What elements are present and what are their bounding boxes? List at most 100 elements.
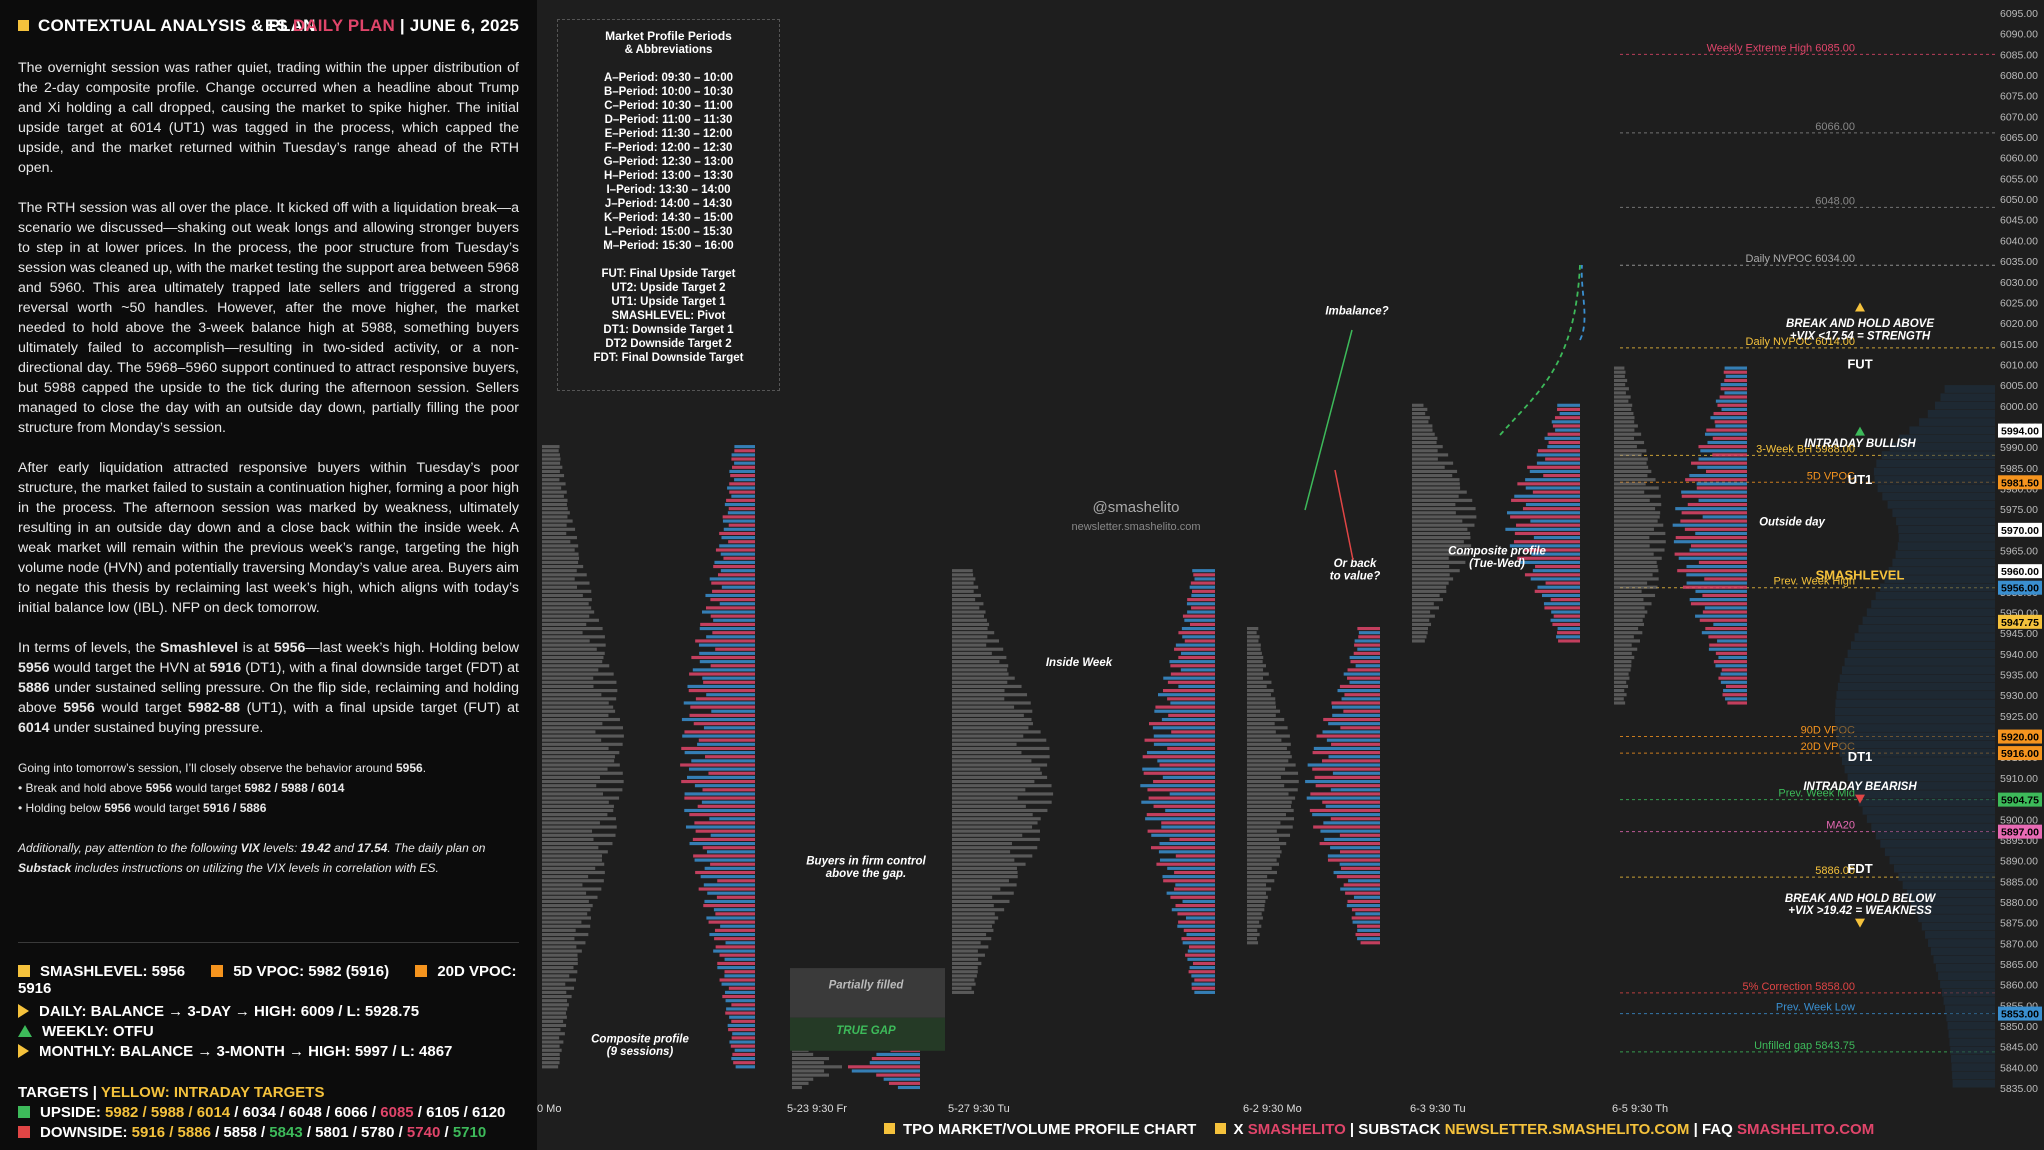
volume-row	[1715, 651, 1747, 655]
volume-row	[1355, 664, 1380, 668]
tpo-row	[1412, 523, 1475, 527]
paragraph-overnight: The overnight session was rather quiet, …	[18, 60, 519, 176]
volume-row	[1537, 449, 1580, 453]
tpo-row	[542, 564, 584, 569]
tpo-row	[1247, 680, 1272, 684]
volume-row	[1167, 746, 1215, 751]
y-tick-label: 5890.00	[2000, 856, 2038, 868]
volume-bar	[1862, 616, 1995, 625]
volume-row	[1323, 717, 1380, 722]
volume-row	[1141, 800, 1215, 804]
tpo-row	[1412, 602, 1434, 606]
tpo-row	[542, 482, 566, 486]
vpoc5d-stat: 5D VPOC: 5982 (5916)	[233, 963, 390, 980]
volume-row	[1720, 387, 1747, 391]
tpo-row	[542, 709, 616, 713]
y-tick-label: 6090.00	[2000, 29, 2038, 41]
tpo-row	[1412, 618, 1430, 622]
volume-row	[1702, 593, 1747, 598]
volume-row	[1712, 436, 1747, 440]
tpo-row	[1614, 631, 1643, 635]
tpo-row	[952, 606, 980, 610]
tpo-row	[952, 879, 1009, 883]
tpo-row	[542, 585, 578, 589]
tpo-row	[1614, 494, 1661, 498]
volume-bar	[1896, 517, 1995, 526]
tpo-row	[542, 705, 614, 709]
tpo-row	[542, 540, 571, 544]
volume-row	[1178, 655, 1215, 660]
volume-bar	[1950, 1046, 1995, 1055]
y-tick-label: 6065.00	[2000, 132, 2038, 144]
volume-row	[706, 916, 755, 920]
footer-substack-link[interactable]: NEWSLETTER.SMASHELITO.COM	[1444, 1121, 1690, 1138]
chart-annotation: Partially filled	[829, 980, 905, 992]
tpo-row	[952, 895, 993, 899]
tpo-row	[1247, 928, 1258, 932]
volume-row	[1527, 465, 1580, 469]
tpo-row	[952, 924, 993, 928]
text: Additionally, pay attention to the follo…	[18, 841, 241, 855]
tpo-row	[1247, 833, 1291, 837]
volume-row	[698, 887, 755, 891]
tpo-row	[952, 841, 1012, 846]
tpo-row	[542, 614, 590, 618]
volume-row	[1717, 403, 1747, 407]
tpo-row	[952, 655, 1007, 660]
tpo-row	[542, 589, 592, 593]
tpo-row	[542, 552, 579, 556]
tpo-row	[952, 821, 1038, 825]
volume-row	[698, 738, 755, 742]
volume-bar	[1839, 748, 1995, 757]
price-tags: 5994.00 5981.50 5970.00 5960.00 5956.00 5947.…	[1998, 423, 2042, 1021]
tpo-row	[542, 738, 602, 742]
tpo-row	[1247, 875, 1268, 879]
tpo-row	[952, 904, 994, 908]
volume-row	[851, 1069, 920, 1073]
volume-bar	[1899, 434, 1995, 443]
tpo-row	[952, 970, 978, 974]
tpo-row	[542, 908, 591, 912]
price-tag-text: 5981.50	[2001, 477, 2039, 489]
volume-row	[711, 709, 755, 713]
tpo-row	[952, 982, 976, 986]
volume-row	[1313, 746, 1380, 751]
tpo-row	[542, 701, 609, 705]
tpo-row	[1247, 916, 1263, 920]
volume-row	[695, 829, 755, 833]
footer-square-icon	[884, 1123, 895, 1134]
tpo-row	[1247, 717, 1285, 722]
tpo-row	[1412, 536, 1471, 540]
tpo-row	[542, 866, 596, 870]
volume-row	[729, 1040, 755, 1044]
volume-row	[1175, 904, 1215, 908]
y-tick-label: 5925.00	[2000, 711, 2038, 723]
level-label: Unfilled gap 5843.75	[1754, 1040, 1855, 1052]
volume-row	[1177, 924, 1215, 928]
volume-row	[1705, 626, 1747, 631]
text: under sustained buying pressure.	[49, 720, 264, 736]
footer-faq-link[interactable]: SMASHELITO.COM	[1736, 1121, 1875, 1138]
volume-row	[680, 763, 755, 767]
volume-row	[1545, 457, 1580, 461]
tpo-row	[1247, 705, 1277, 709]
tpo-row	[792, 1069, 825, 1073]
volume-row	[731, 494, 755, 498]
footer-x-handle[interactable]: SMASHELITO	[1247, 1121, 1346, 1138]
tpo-row	[1412, 639, 1425, 643]
tpo-row	[952, 734, 1024, 738]
volume-row	[684, 808, 755, 813]
tpo-row	[1412, 573, 1450, 577]
text: —last week’s high. Holding below	[305, 640, 519, 656]
price-tag-text: 5956.00	[2001, 583, 2039, 595]
volume-row	[734, 445, 755, 449]
watermark-handle: @smashelito	[1093, 499, 1180, 516]
volume-row	[1720, 672, 1747, 676]
tpo-row	[1614, 474, 1648, 478]
tpo-row	[542, 891, 587, 895]
tpo-row	[952, 598, 976, 602]
volume-row	[1187, 957, 1215, 961]
volume-row	[1194, 577, 1215, 581]
volume-row	[681, 717, 755, 722]
price-tag	[1998, 1006, 2042, 1021]
